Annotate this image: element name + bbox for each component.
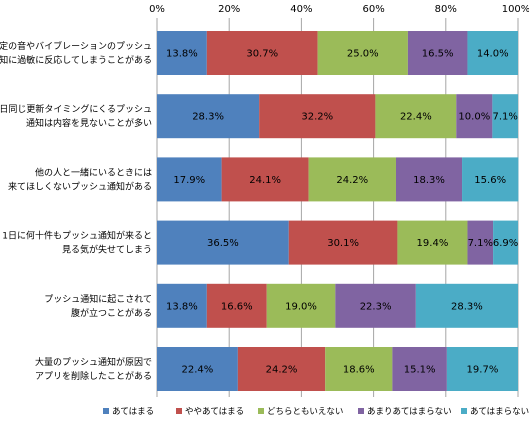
- x-tick-label: 40%: [290, 4, 312, 15]
- data-label: 19.4%: [417, 238, 449, 249]
- legend-label: あてはまる: [112, 407, 154, 417]
- bar-segment: [157, 220, 289, 265]
- bar-segment: [206, 283, 267, 328]
- data-label: 30.1%: [327, 238, 359, 249]
- x-tick-label: 0%: [149, 4, 165, 15]
- data-label: 16.5%: [422, 49, 454, 60]
- legend-swatch: [461, 408, 467, 414]
- data-label: 16.6%: [221, 301, 253, 312]
- data-label: 24.2%: [266, 365, 298, 376]
- x-axis-ticks: 0% 20% 40% 60% 80% 100%: [149, 4, 529, 15]
- data-label: 19.7%: [467, 365, 499, 376]
- bar-segment: [325, 347, 393, 391]
- bar-segment: [259, 94, 376, 139]
- data-label: 17.9%: [173, 175, 205, 186]
- bar-segment: [288, 220, 398, 265]
- data-label: 15.1%: [404, 365, 436, 376]
- data-label: 22.3%: [360, 301, 392, 312]
- bar-segment: [493, 220, 518, 265]
- data-label: 19.0%: [285, 301, 317, 312]
- legend-label: あてはまらない: [470, 407, 529, 417]
- bar-segment: [206, 31, 318, 75]
- legend: あてはまる ややあてはまる どちらともいえない あまりあてはまらない あてはまらない: [103, 407, 529, 417]
- category-labels: 特定の音やバイブレーションのプッシュ通知に過敏に反応してしまうことがある毎日同じ…: [0, 40, 152, 382]
- bar-segment: [456, 94, 493, 139]
- data-label: 32.2%: [301, 112, 333, 123]
- data-label: 15.6%: [474, 175, 506, 186]
- bar-segment: [266, 283, 336, 328]
- bar-segment: [375, 94, 457, 139]
- legend-swatch: [176, 408, 182, 414]
- bar-segment: [157, 157, 222, 202]
- legend-label: どちらともいえない: [267, 407, 343, 417]
- legend-swatch: [103, 408, 109, 414]
- bar-segment: [395, 157, 463, 202]
- legend-swatch: [258, 408, 264, 414]
- bar-segment: [221, 157, 309, 202]
- bar-segment: [157, 283, 207, 328]
- bar-segment: [157, 94, 260, 139]
- bar-segment: [407, 31, 468, 75]
- bar-segment: [415, 283, 518, 328]
- x-tick-label: 20%: [218, 4, 240, 15]
- data-label: 30.7%: [246, 49, 278, 60]
- bar-segment: [157, 347, 238, 391]
- category-label: 毎日同じ更新タイミングにくるプッシュ通知は内容を見ないことが多い: [0, 103, 152, 129]
- grid-lines: [156, 18, 519, 397]
- bar-segment: [308, 157, 396, 202]
- bar-segment: [397, 220, 468, 265]
- category-label: プッシュ通知に起こされて腹が立つことがある: [44, 293, 152, 319]
- legend-swatch: [358, 408, 364, 414]
- data-label: 22.4%: [182, 365, 214, 376]
- data-label: 25.0%: [347, 49, 379, 60]
- bar-segment: [492, 94, 518, 139]
- bars: 13.8% 30.7% 25.0% 16.5% 14.0% 28.3% 32.2% 22.4%…: [157, 31, 519, 391]
- bar-segment: [157, 31, 207, 75]
- data-label: 28.3%: [192, 112, 224, 123]
- legend-label: ややあてはまる: [185, 407, 244, 417]
- data-label: 14.0%: [477, 49, 509, 60]
- x-tick-label: 60%: [362, 4, 384, 15]
- bar-segment: [467, 220, 494, 265]
- category-label: 他の人と一緒にいるときには来てほしくないプッシュ通知がある: [8, 166, 152, 192]
- data-label: 6.9%: [493, 238, 518, 249]
- data-label: 7.1%: [492, 112, 517, 123]
- data-label: 22.4%: [400, 112, 432, 123]
- x-tick-label: 80%: [435, 4, 457, 15]
- bar-segment: [467, 31, 518, 75]
- data-label: 28.3%: [451, 301, 483, 312]
- data-label: 24.2%: [336, 175, 368, 186]
- data-label: 18.3%: [413, 175, 445, 186]
- data-label: 36.5%: [207, 238, 239, 249]
- category-label: 特定の音やバイブレーションのプッシュ通知に過敏に反応してしまうことがある: [0, 40, 152, 66]
- category-label: 大量のプッシュ通知が原因でアプリを削除したことがある: [35, 356, 152, 382]
- bar-segment: [446, 347, 518, 391]
- bar-segment: [317, 31, 408, 75]
- bar-segment: [237, 347, 326, 391]
- category-label: 1日に何十件もプッシュ通知が来ると見る気が失せてしまう: [2, 230, 152, 256]
- legend-label: あまりあてはまらない: [367, 407, 452, 417]
- data-label: 24.1%: [249, 175, 281, 186]
- data-label: 13.8%: [166, 49, 198, 60]
- x-tick-label: 100%: [502, 4, 529, 15]
- data-label: 13.8%: [166, 301, 198, 312]
- bar-segment: [392, 347, 447, 391]
- bar-segment: [462, 157, 519, 202]
- data-label: 7.1%: [468, 238, 493, 249]
- data-label: 18.6%: [343, 365, 375, 376]
- bar-segment: [335, 283, 416, 328]
- data-label: 10.0%: [458, 112, 490, 123]
